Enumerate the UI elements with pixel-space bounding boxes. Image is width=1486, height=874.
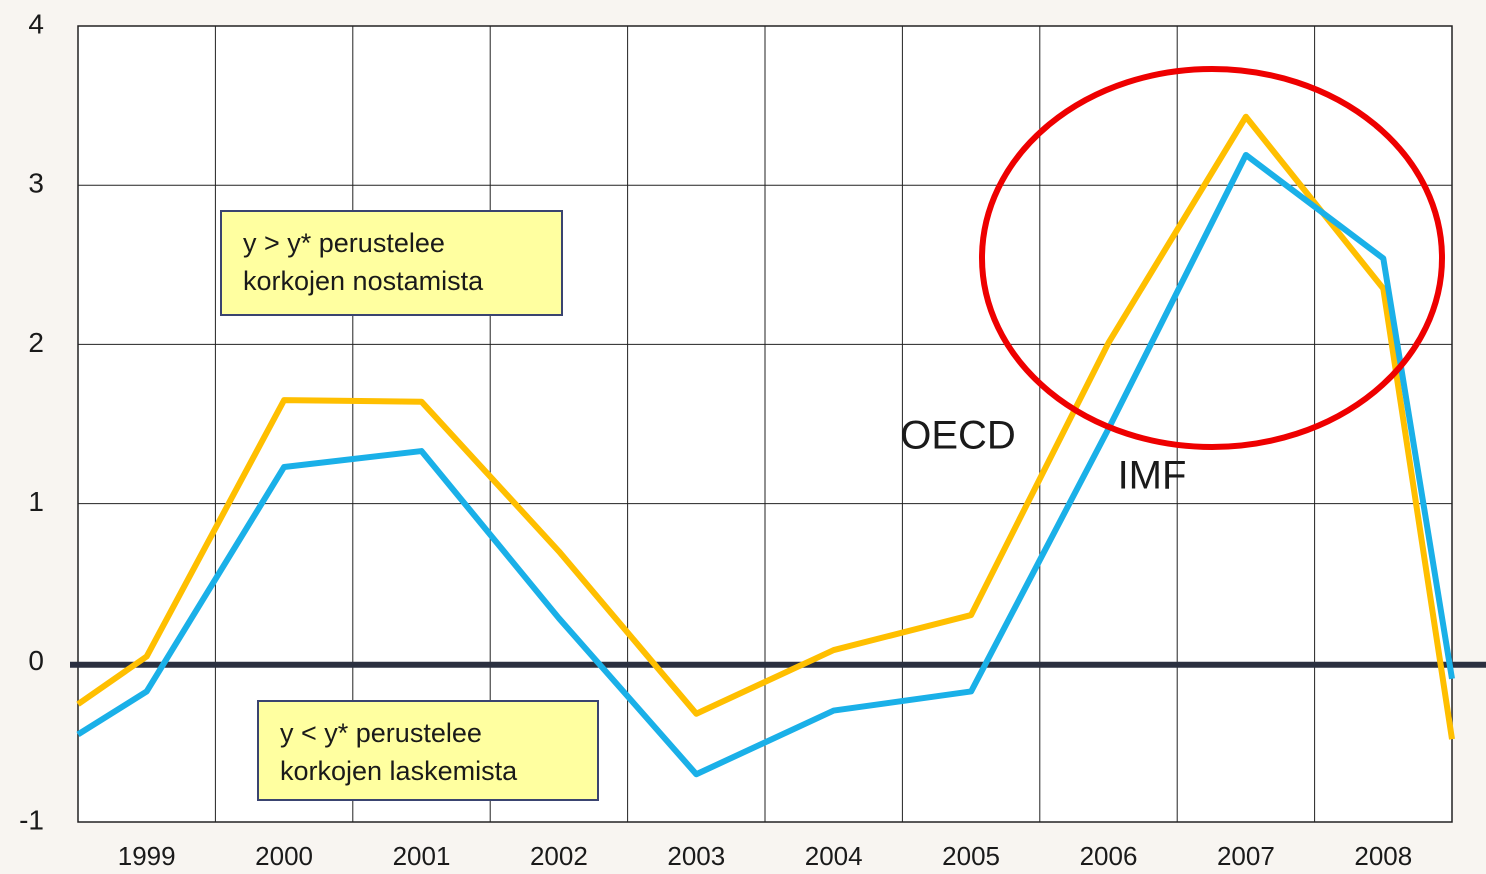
x-tick-label: 2007 bbox=[1217, 841, 1275, 871]
x-tick-label: 2008 bbox=[1354, 841, 1412, 871]
y-tick-label: 0 bbox=[28, 645, 44, 676]
x-tick-label: 2002 bbox=[530, 841, 588, 871]
y-tick-label: 1 bbox=[28, 486, 44, 517]
y-tick-label: -1 bbox=[19, 804, 44, 835]
y-tick-label: 3 bbox=[28, 168, 44, 199]
x-tick-label: 2005 bbox=[942, 841, 1000, 871]
series-line bbox=[76, 151, 1455, 778]
x-tick-label: 2006 bbox=[1080, 841, 1138, 871]
highlight-circle bbox=[979, 66, 1445, 450]
x-tick-label: 2003 bbox=[667, 841, 725, 871]
series-label: OECD bbox=[900, 414, 1016, 458]
x-tick-label: 1999 bbox=[118, 841, 176, 871]
y-tick-label: 4 bbox=[28, 8, 44, 39]
series-label: IMF bbox=[1118, 454, 1187, 498]
x-tick-label: 2000 bbox=[255, 841, 313, 871]
series-line bbox=[76, 113, 1455, 740]
annotation-box bbox=[220, 210, 563, 316]
annotation-text: y < y* perustelee bbox=[280, 718, 482, 748]
x-tick-label: 2001 bbox=[393, 841, 451, 871]
annotation-box bbox=[257, 700, 599, 801]
annotation-text: korkojen laskemista bbox=[280, 756, 518, 786]
y-tick-label: 2 bbox=[28, 327, 44, 358]
x-tick-label: 2004 bbox=[805, 841, 863, 871]
annotation-text: y > y* perustelee bbox=[243, 228, 445, 258]
annotation-text: korkojen nostamista bbox=[243, 266, 484, 296]
